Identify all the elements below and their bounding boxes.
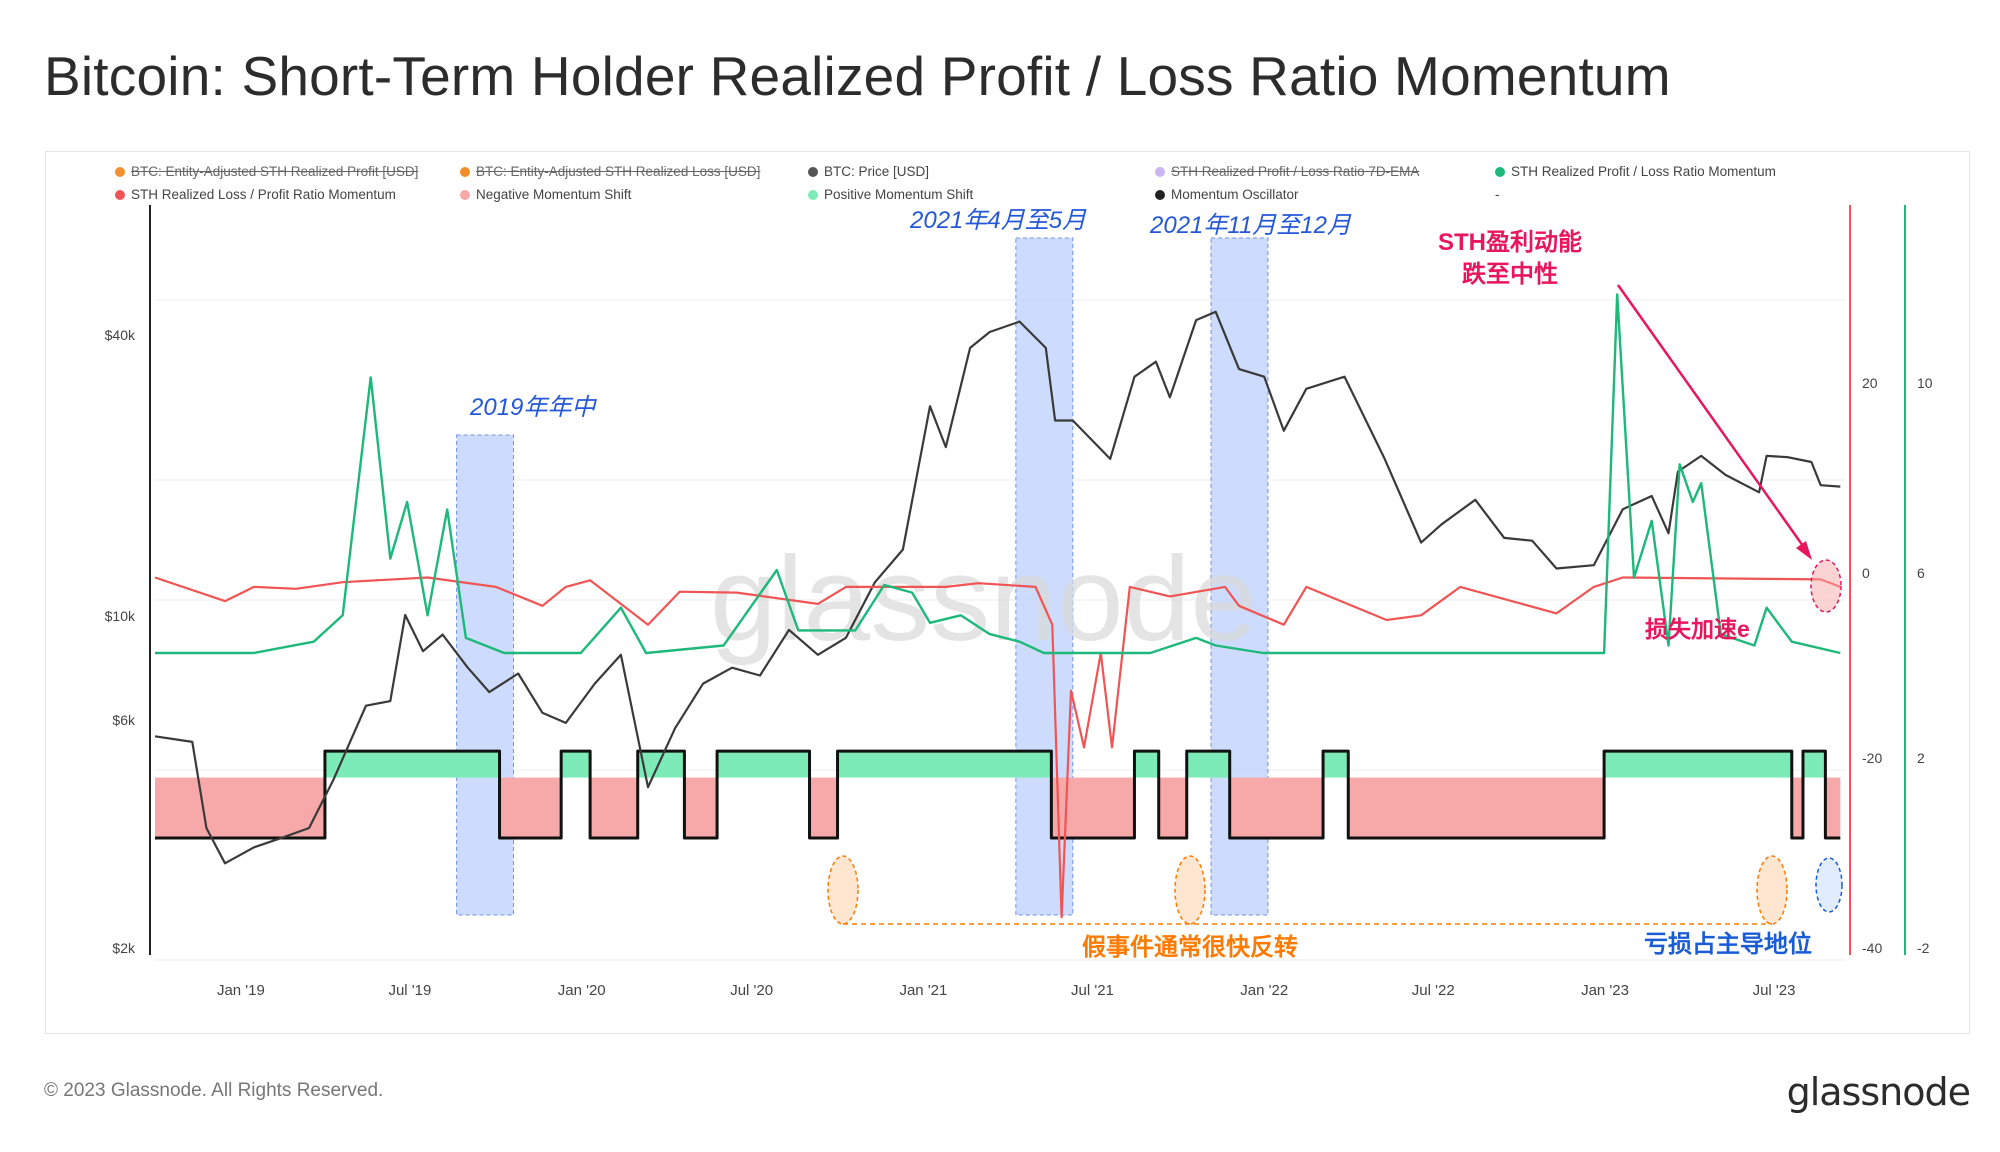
chart-frame [45, 151, 1970, 1034]
x-tick-label: Jul '23 [1753, 982, 1796, 999]
negative-shift-bar [1348, 777, 1605, 838]
legend-swatch [1495, 166, 1505, 177]
legend-label: BTC: Entity-Adjusted STH Realized Profit… [131, 164, 419, 179]
legend-swatch [115, 189, 125, 200]
y-left-tick-label: $10k [105, 608, 136, 624]
x-tick-label: Jan '21 [899, 982, 947, 999]
negative-shift-bar [1825, 777, 1841, 838]
negative-shift-bar [155, 777, 325, 838]
annotation-nov-dec-2021: 2021年11月至12月 [1149, 212, 1352, 239]
annotation-loss-accel: 损失加速e [1645, 616, 1750, 642]
positive-shift-bar [1186, 751, 1230, 778]
y-left-tick-label: $2k [112, 940, 136, 956]
annotation-sth-profit-2: 跌至中性 [1462, 261, 1558, 288]
legend-label: Positive Momentum Shift [824, 187, 974, 202]
legend-swatch [1155, 189, 1165, 200]
loss-profit-momentum-line [154, 576, 1841, 919]
watermark: glassnode [710, 532, 1257, 666]
x-tick-label: Jul '20 [730, 982, 773, 999]
brand-logo[interactable]: glassnode [1786, 1070, 1971, 1114]
page-title: Bitcoin: Short-Term Holder Realized Prof… [44, 45, 1671, 107]
annotation-loss-dominant: 亏损占主导地位 [1644, 930, 1812, 958]
highlight-range [456, 434, 515, 916]
footer-copyright: © 2023 Glassnode. All Rights Reserved. [44, 1080, 384, 1101]
legend-item[interactable]: - [1495, 187, 1500, 202]
x-tick-label: Jan '20 [558, 982, 606, 999]
legend-item[interactable]: STH Realized Profit / Loss Ratio Momentu… [1495, 164, 1776, 179]
negative-shift-bar [1051, 777, 1135, 838]
positive-shift-bar [1323, 751, 1349, 778]
annotation-ellipse-loss-dominant [1815, 857, 1843, 913]
positive-shift-bar [1604, 751, 1792, 778]
annotation-ellipse-fake-2 [1174, 855, 1206, 925]
y-right2-tick-label: 10 [1917, 375, 1933, 391]
annotation-fake-events: 假事件通常很快反转 [1082, 933, 1298, 961]
y-right1-tick-label: -20 [1862, 750, 1882, 766]
legend-item[interactable]: BTC: Entity-Adjusted STH Realized Loss [… [460, 164, 760, 179]
x-tick-label: Jan '22 [1240, 982, 1288, 999]
legend-item[interactable]: STH Realized Loss / Profit Ratio Momentu… [115, 187, 396, 202]
positive-shift-bar [561, 751, 591, 778]
legend-swatch [115, 166, 125, 177]
legend-label: STH Realized Profit / Loss Ratio Momentu… [1511, 164, 1776, 179]
legend-label: - [1495, 187, 1500, 202]
legend-item[interactable]: Positive Momentum Shift [808, 187, 973, 202]
profit-loss-momentum-line [155, 293, 1841, 655]
y-right2-tick-label: 2 [1917, 750, 1925, 766]
negative-shift-bar [1229, 777, 1324, 838]
legend-swatch [808, 166, 818, 177]
positive-shift-bar [1802, 751, 1826, 778]
legend-item[interactable]: BTC: Price [USD] [808, 164, 929, 179]
annotation-sth-profit-1: STH盈利动能 [1438, 228, 1582, 256]
positive-shift-bar [324, 751, 500, 778]
annotation-ellipse-fake-3 [1756, 855, 1788, 925]
btc-price-line [154, 310, 1841, 865]
y-right1-tick-label: 0 [1862, 565, 1870, 581]
negative-shift-bar [1791, 777, 1803, 838]
y-left-tick-label: $6k [112, 712, 136, 728]
legend-label: BTC: Entity-Adjusted STH Realized Loss [… [476, 164, 761, 179]
annotation-apr-may-2021: 2021年4月至5月 [909, 207, 1087, 234]
negative-shift-bar [809, 777, 838, 838]
legend-swatch [808, 189, 818, 200]
negative-shift-bar [1158, 777, 1187, 838]
legend-label: STH Realized Profit / Loss Ratio 7D-EMA [1171, 164, 1420, 179]
x-tick-label: Jul '19 [388, 982, 431, 999]
positive-shift-bar [837, 751, 1052, 778]
legend-swatch [460, 189, 470, 200]
y-left-tick-label: $40k [105, 327, 136, 343]
legend-label: STH Realized Loss / Profit Ratio Momentu… [131, 187, 396, 202]
momentum-oscillator-line [155, 749, 1841, 840]
legend-label: Negative Momentum Shift [476, 187, 632, 202]
annotation-arrow-line [1616, 284, 1810, 554]
legend-item[interactable]: STH Realized Profit / Loss Ratio 7D-EMA [1155, 164, 1419, 179]
positive-shift-bar [1134, 751, 1159, 778]
positive-shift-bar [717, 751, 810, 778]
x-tick-label: Jul '21 [1071, 982, 1114, 999]
y-right1-tick-label: -40 [1862, 940, 1882, 956]
y-right2-tick-label: 6 [1917, 565, 1925, 581]
legend-label: BTC: Price [USD] [824, 164, 930, 179]
legend-label: Momentum Oscillator [1171, 187, 1299, 202]
legend-swatch [1155, 166, 1165, 177]
negative-shift-bar [499, 777, 562, 838]
annotation-arrow-head [1796, 541, 1812, 560]
x-tick-label: Jul '22 [1412, 982, 1455, 999]
legend-item[interactable]: Negative Momentum Shift [460, 187, 631, 202]
x-tick-label: Jan '19 [217, 982, 265, 999]
annotation-mid-2019: 2019年年中 [469, 394, 597, 421]
legend-swatch [460, 166, 470, 177]
y-right1-tick-label: 20 [1862, 375, 1878, 391]
legend-item[interactable]: Momentum Oscillator [1155, 187, 1299, 202]
annotation-ellipse-loss [1810, 559, 1842, 613]
annotation-ellipse-fake-1 [827, 855, 859, 925]
legend-item[interactable]: BTC: Entity-Adjusted STH Realized Profit… [115, 164, 418, 179]
y-right2-tick-label: -2 [1917, 940, 1930, 956]
negative-shift-bar [684, 777, 718, 838]
negative-shift-bar [590, 777, 638, 838]
x-tick-label: Jan '23 [1581, 982, 1629, 999]
